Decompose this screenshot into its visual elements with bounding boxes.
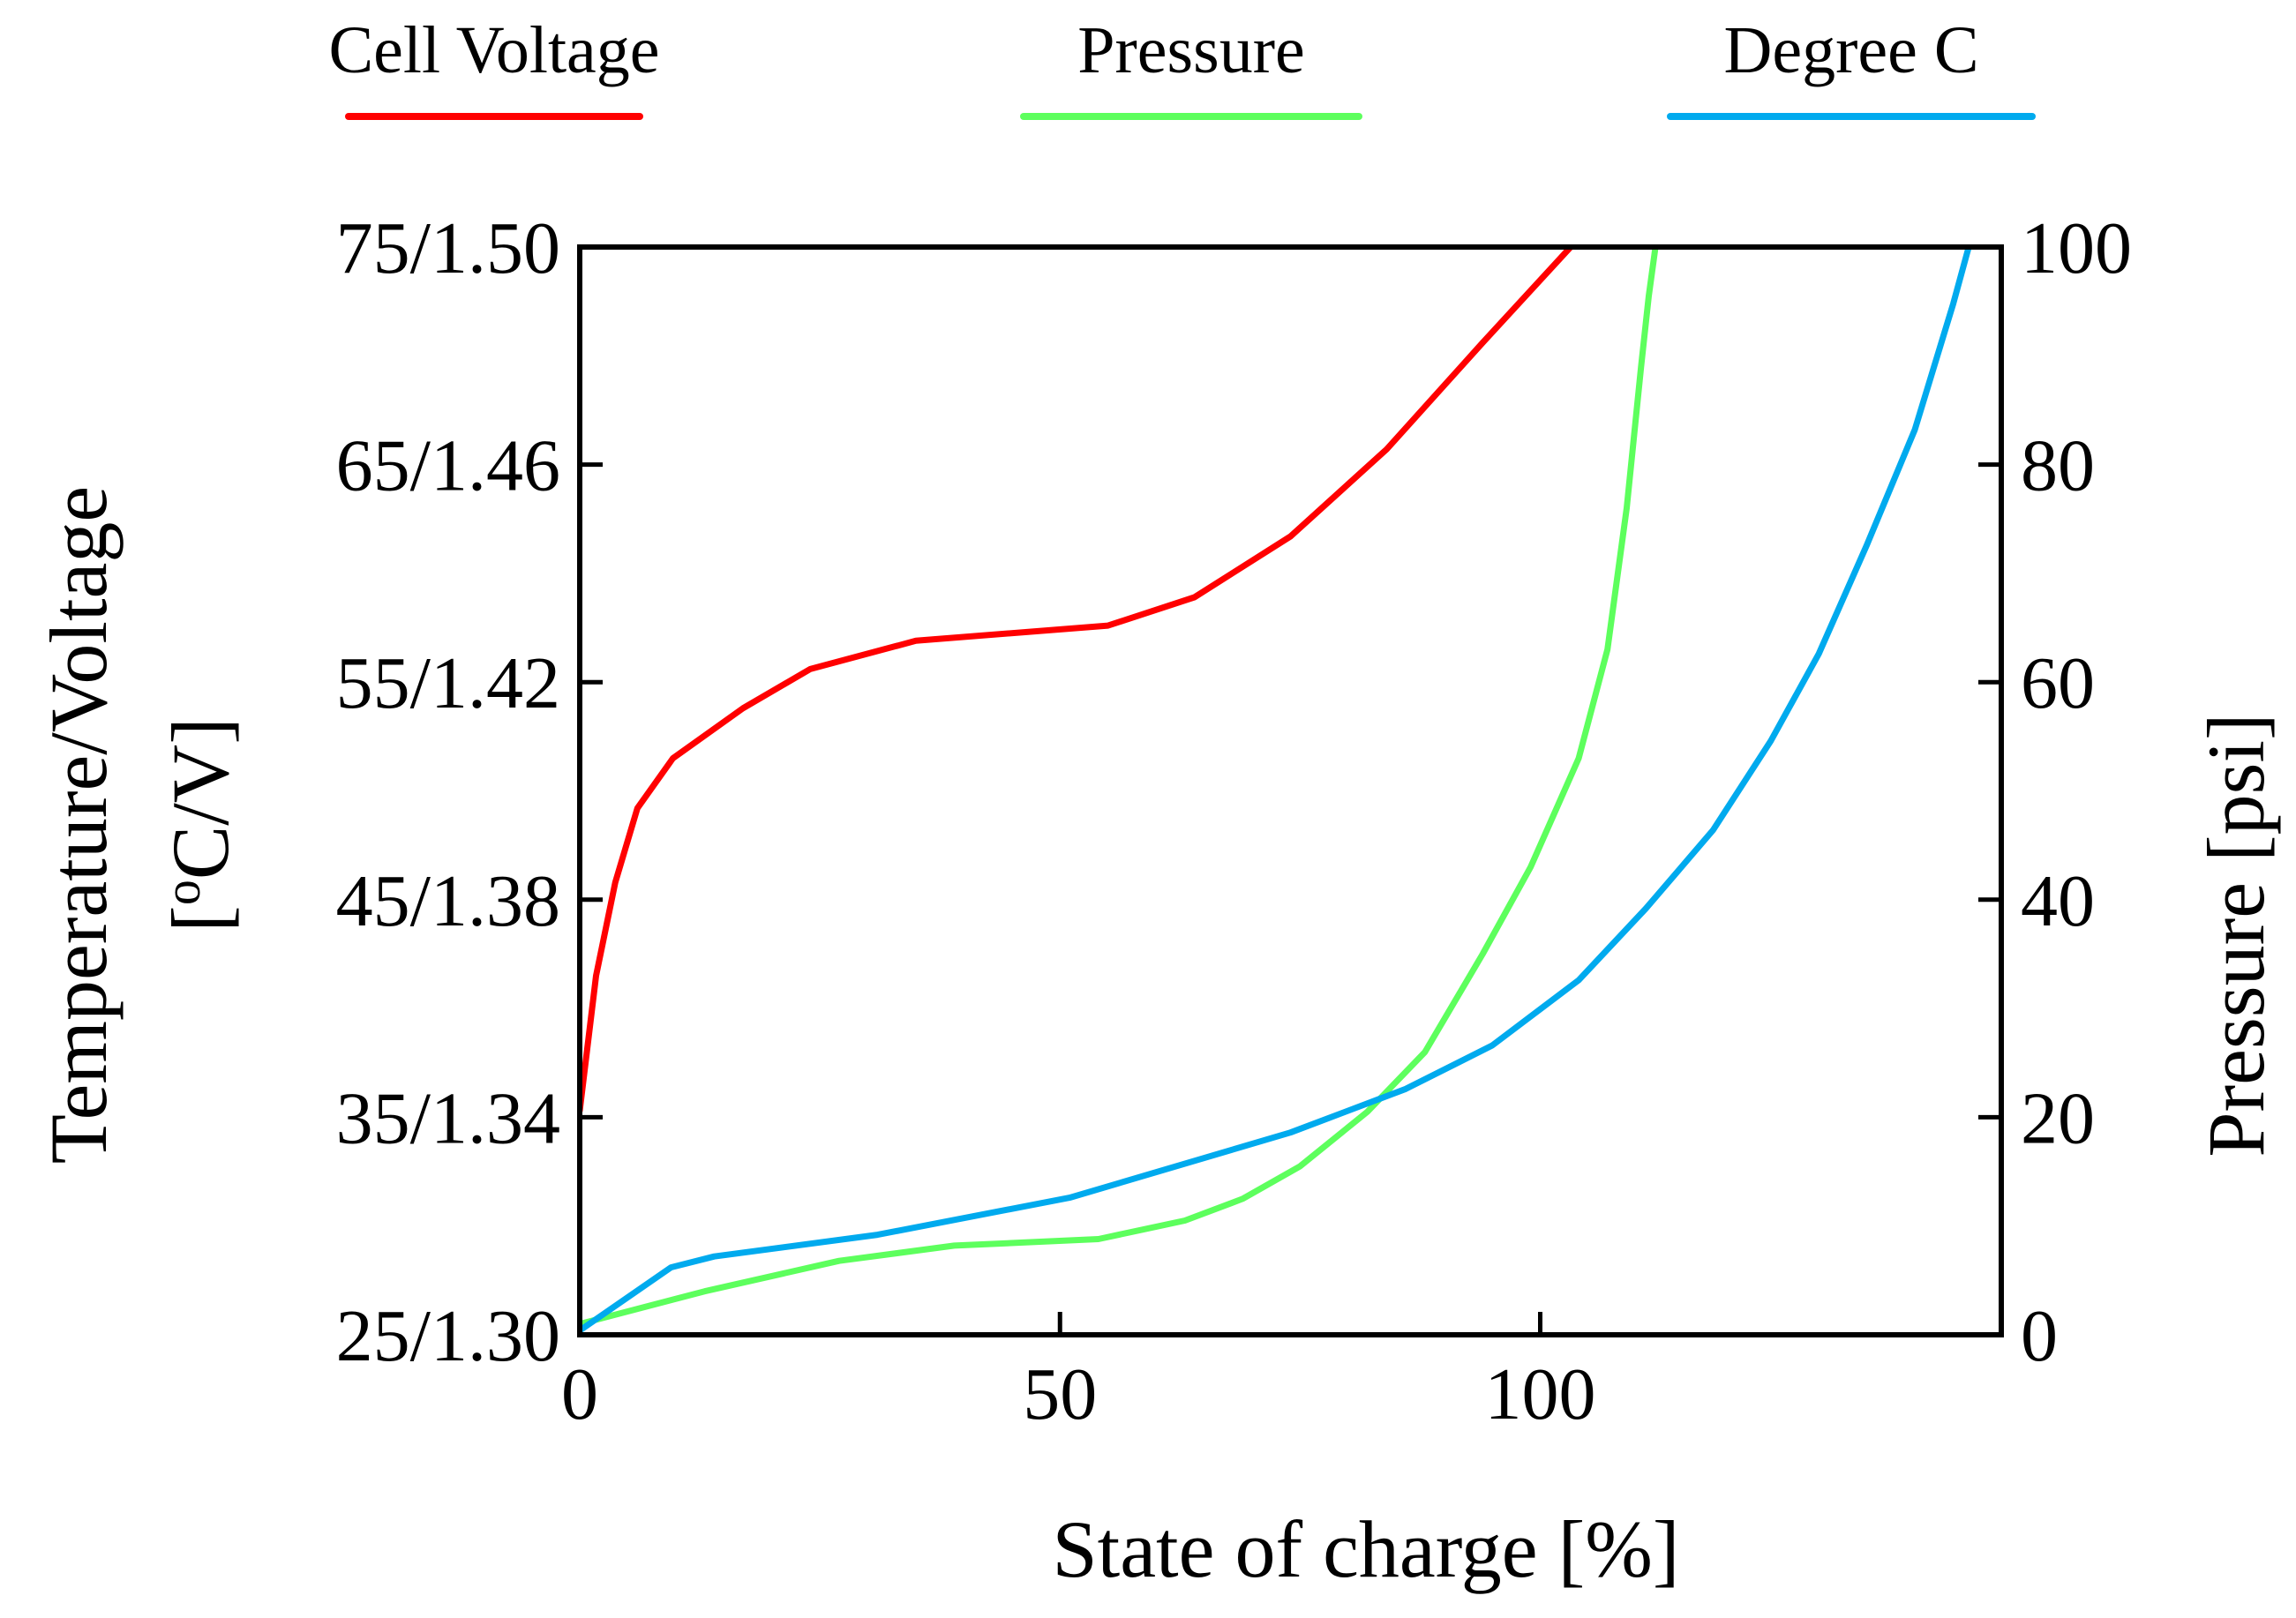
y-left-axis-title: Temperature/Voltage: [34, 486, 124, 1164]
y-left-tick-label: 35/1.34: [336, 1077, 560, 1159]
axis-ticks: 0 50 100 25/1.30 35/1.34 45/1.38 55/1.42 65/1.4…: [336, 207, 2132, 1435]
legend-label: Pressure: [1077, 13, 1305, 87]
y-left-units-superscript: o: [154, 880, 211, 905]
series-line-cell-voltage: [580, 247, 2001, 1114]
legend-label: Degree C: [1723, 13, 1978, 87]
y-right-tick-label: 0: [2021, 1295, 2058, 1377]
y-left-units-prefix: [: [155, 905, 245, 933]
y-right-tick-label: 60: [2021, 642, 2095, 724]
series-line-pressure: [580, 247, 1659, 1328]
y-right-tick-label: 100: [2021, 207, 2132, 289]
y-right-tick-label: 20: [2021, 1077, 2095, 1159]
y-left-tick-label: 25/1.30: [336, 1295, 560, 1377]
y-left-tick-label: 75/1.50: [336, 207, 560, 289]
y-left-tick-label: 45/1.38: [336, 860, 560, 942]
x-axis-title: State of charge [%]: [1053, 1504, 1680, 1594]
legend-label: Cell Voltage: [328, 13, 659, 87]
y-right-axis-title: Pressure [psi]: [2191, 713, 2281, 1157]
x-tick-label: 100: [1485, 1353, 1596, 1435]
plot-series: [580, 247, 2001, 1334]
x-tick-label: 50: [1023, 1353, 1097, 1435]
y-left-axis-units: [oC/V]: [154, 717, 245, 933]
y-left-tick-label: 55/1.42: [336, 642, 560, 724]
legend: Cell Voltage Pressure Degree C: [328, 13, 2036, 120]
y-left-units-suffix: C/V]: [155, 717, 245, 880]
y-right-tick-label: 80: [2021, 425, 2095, 507]
plot-frame: [577, 244, 2004, 1337]
y-right-tick-label: 40: [2021, 860, 2095, 942]
series-line-degree-c: [580, 247, 1972, 1334]
x-tick-label: 0: [561, 1353, 598, 1435]
y-left-tick-label: 65/1.46: [336, 425, 560, 507]
series-group: [580, 247, 2001, 1334]
